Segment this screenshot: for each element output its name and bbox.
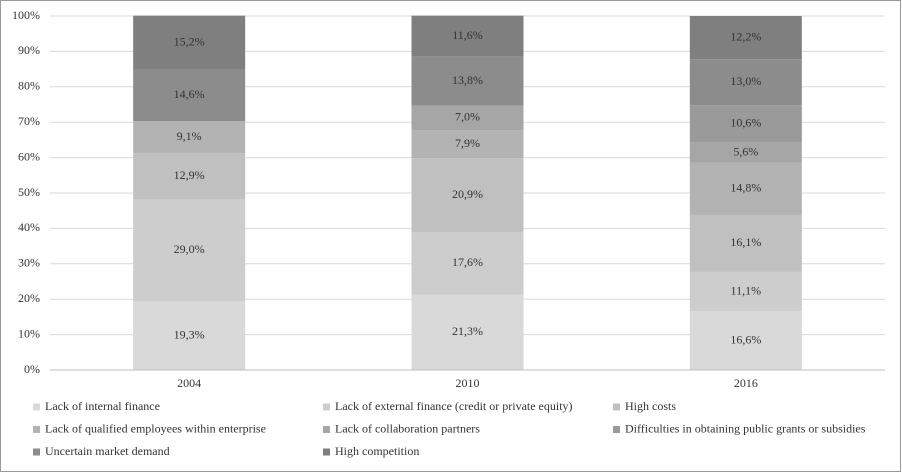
bar-segment: [689, 162, 802, 215]
bar-segment: [411, 56, 524, 106]
legend-label: Lack of qualified employees within enter…: [45, 421, 266, 435]
bar-segment: [689, 214, 802, 272]
value-label: 5,6%: [733, 144, 758, 158]
legend-swatch: [323, 403, 330, 411]
legend-swatch: [613, 403, 620, 411]
bar-segment: [133, 301, 246, 370]
x-tick-label: 2004: [177, 376, 201, 390]
value-label: 11,1%: [731, 283, 762, 297]
value-label: 7,9%: [455, 136, 480, 150]
bar-segment: [133, 121, 246, 154]
y-tick-label: 40%: [18, 220, 40, 234]
bar-segment: [689, 271, 802, 312]
legend-swatch: [33, 403, 40, 411]
value-label: 13,0%: [730, 74, 761, 88]
value-label: 20,9%: [452, 187, 483, 201]
value-label: 19,3%: [174, 328, 205, 342]
value-label: 12,9%: [174, 168, 205, 182]
y-tick-label: 70%: [18, 114, 40, 128]
legend-label: Lack of internal finance: [45, 399, 160, 413]
y-tick-label: 50%: [18, 185, 40, 199]
value-label: 21,3%: [452, 324, 483, 338]
bar-segment: [689, 311, 802, 370]
y-tick-label: 10%: [18, 326, 40, 340]
legend-label: Uncertain market demand: [45, 444, 170, 458]
value-label: 16,6%: [730, 332, 761, 346]
y-tick-label: 20%: [18, 291, 40, 305]
bar-segment: [133, 153, 246, 200]
value-label: 17,6%: [452, 255, 483, 269]
legend-label: High competition: [335, 444, 419, 458]
value-label: 12,2%: [730, 29, 761, 43]
bar-segment: [411, 105, 524, 131]
legend-label: Lack of collaboration partners: [335, 421, 480, 435]
legend-swatch: [613, 426, 620, 433]
bar-segment: [133, 69, 246, 122]
legend-label: High costs: [625, 399, 676, 413]
bar-segment: [133, 15, 246, 70]
bar-segment: [411, 294, 524, 370]
value-label: 29,0%: [174, 242, 205, 256]
bar-segment: [689, 105, 802, 143]
value-label: 14,8%: [730, 181, 761, 195]
y-tick-label: 100%: [12, 8, 40, 22]
y-tick-label: 80%: [18, 79, 40, 93]
bar-segment: [411, 130, 524, 159]
x-tick-label: 2016: [734, 376, 758, 390]
bar-segment: [133, 199, 246, 302]
bar-segment: [689, 142, 802, 163]
y-tick-label: 0%: [24, 362, 40, 376]
x-tick-label: 2010: [456, 376, 480, 390]
value-label: 16,1%: [730, 235, 761, 249]
value-label: 13,8%: [452, 73, 483, 87]
bar-segment: [689, 16, 802, 60]
value-label: 7,0%: [455, 110, 480, 124]
legend-swatch: [323, 426, 330, 433]
legend-label: Lack of external finance (credit or priv…: [335, 399, 573, 413]
value-label: 9,1%: [177, 129, 202, 143]
legend-label: Difficulties in obtaining public grants …: [625, 421, 866, 435]
bar-segment: [689, 59, 802, 106]
value-label: 15,2%: [174, 34, 205, 48]
y-tick-label: 30%: [18, 256, 40, 270]
legend-swatch: [33, 426, 40, 433]
legend-swatch: [33, 448, 40, 456]
value-label: 11,6%: [452, 28, 483, 42]
y-tick-label: 90%: [18, 43, 40, 57]
legend-swatch: [323, 448, 330, 456]
y-tick-label: 60%: [18, 149, 40, 163]
bar-segment: [411, 15, 524, 57]
bar-segment: [411, 158, 524, 233]
value-label: 14,6%: [174, 87, 205, 101]
bar-segment: [411, 232, 524, 295]
value-label: 10,6%: [730, 116, 761, 130]
